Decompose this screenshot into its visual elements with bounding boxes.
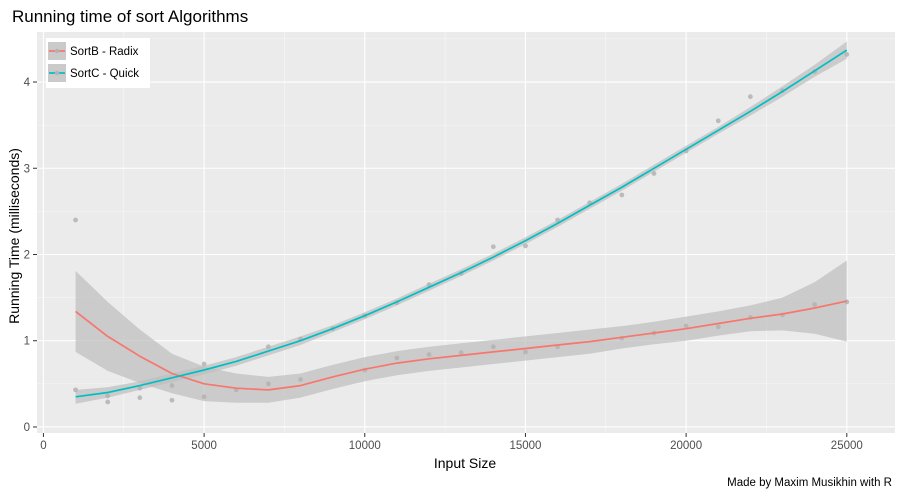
- data-point: [105, 399, 111, 405]
- x-tick-label: 20000: [670, 440, 702, 452]
- y-tick-label: 0: [24, 422, 30, 434]
- chart-title: Running time of sort Algorithms: [12, 7, 248, 26]
- data-point: [265, 344, 271, 350]
- x-tick-label: 25000: [831, 440, 863, 452]
- legend: SortB - Radix SortC - Quick: [46, 38, 150, 88]
- data-point: [265, 381, 271, 387]
- legend-key-point: [54, 70, 60, 76]
- legend-label: SortB - Radix: [70, 46, 139, 58]
- data-point: [137, 395, 143, 401]
- data-point: [812, 302, 818, 307]
- data-point: [747, 94, 753, 100]
- x-tick-label: 0: [40, 440, 46, 452]
- data-point: [490, 344, 496, 350]
- y-axis-ticks: 0 1 2 3 4: [24, 77, 37, 434]
- y-axis-title: Running Time (milliseconds): [6, 148, 22, 324]
- y-tick-label: 3: [24, 163, 30, 175]
- data-point: [683, 323, 689, 329]
- x-axis-ticks: 0 5000 10000 15000 20000 25000: [40, 433, 863, 452]
- legend-label: SortC - Quick: [70, 68, 139, 80]
- data-point: [169, 397, 175, 403]
- confidence-band: [75, 260, 847, 403]
- smooth-line: [75, 49, 848, 398]
- minor-grid: [37, 32, 895, 433]
- data-point: [651, 171, 657, 176]
- y-tick-label: 2: [24, 249, 30, 261]
- smooth-line: [75, 300, 847, 391]
- data-point: [201, 361, 207, 367]
- data-point: [619, 192, 625, 198]
- x-tick-label: 10000: [349, 440, 381, 452]
- data-point: [169, 383, 175, 388]
- data-point: [555, 217, 560, 223]
- data-point: [394, 355, 400, 361]
- y-tick-label: 1: [24, 336, 30, 348]
- major-grid: [37, 32, 895, 433]
- data-point: [73, 217, 78, 223]
- data-point: [715, 324, 721, 330]
- x-tick-label: 5000: [191, 440, 217, 452]
- data-point: [137, 385, 143, 391]
- chart-caption: Made by Maxim Musikhin with R: [727, 477, 892, 489]
- data-point: [298, 377, 303, 382]
- data-point: [844, 52, 850, 57]
- data-point: [715, 118, 721, 124]
- data-point: [523, 243, 528, 249]
- data-point: [73, 387, 78, 393]
- y-tick-label: 4: [24, 77, 31, 89]
- data-point: [426, 352, 432, 357]
- smooth-lines: [75, 49, 848, 398]
- data-point: [490, 244, 496, 250]
- legend-key-point: [54, 48, 60, 54]
- x-axis-title: Input Size: [434, 455, 496, 471]
- data-point: [523, 349, 528, 355]
- x-tick-label: 15000: [509, 440, 541, 452]
- data-point: [105, 393, 111, 399]
- data-point: [458, 350, 464, 356]
- data-point: [201, 394, 207, 400]
- confidence-bands: [75, 41, 847, 404]
